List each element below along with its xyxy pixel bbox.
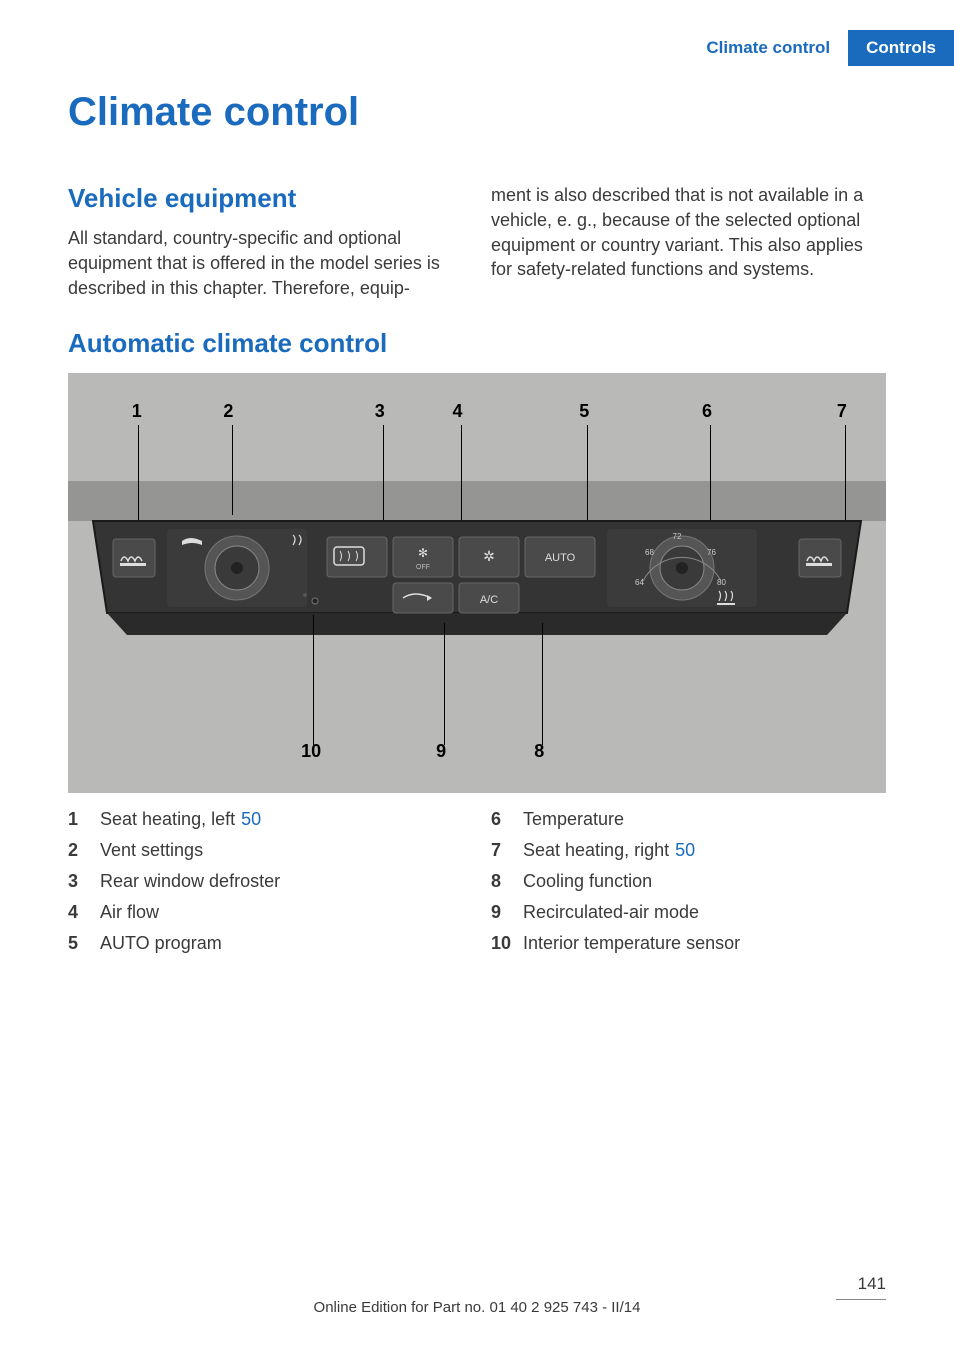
intro-para-2: ment is also described that is not avail… [491, 183, 886, 282]
legend-item-9: 9 Recirculated-air mode [491, 898, 886, 927]
callout-7: 7 [837, 401, 847, 422]
svg-text:68: 68 [645, 548, 654, 557]
svg-text:OFF: OFF [416, 564, 430, 571]
page-ref-link[interactable]: 50 [241, 809, 261, 829]
legend-item-5: 5 AUTO program [68, 929, 463, 958]
callout-3: 3 [375, 401, 385, 422]
page-ref-link[interactable]: 50 [675, 840, 695, 860]
svg-text:A/C: A/C [480, 594, 498, 606]
climate-control-diagram: 1 2 3 4 5 6 7 [68, 373, 886, 793]
legend-label: Seat heating, right50 [523, 836, 886, 865]
legend-item-6: 6 Temperature [491, 805, 886, 834]
legend-label: Cooling function [523, 867, 886, 896]
climate-panel: ✻ OFF ✲ AUTO A/C [86, 503, 868, 653]
header-tabs: Climate control Controls [688, 30, 954, 66]
svg-text:80: 80 [717, 578, 726, 587]
callout-4: 4 [452, 401, 462, 422]
legend-num: 10 [491, 929, 513, 958]
legend-num: 1 [68, 805, 90, 834]
intro-para-1: All standard, country-specific and optio… [68, 226, 463, 300]
callout-9: 9 [436, 741, 446, 762]
legend-num: 5 [68, 929, 90, 958]
callout-5: 5 [579, 401, 589, 422]
two-column-intro: Vehicle equipment All standard, country-… [68, 183, 886, 300]
legend-col-left: 1 Seat heating, left50 2 Vent settings 3… [68, 805, 463, 959]
svg-text:76: 76 [707, 548, 716, 557]
diagram-bottom-labels: 10 9 8 [68, 741, 886, 771]
callout-6: 6 [702, 401, 712, 422]
legend-num: 6 [491, 805, 513, 834]
callout-2: 2 [223, 401, 233, 422]
legend-label: AUTO program [100, 929, 463, 958]
legend-label: Interior temperature sensor [523, 929, 886, 958]
page-title: Climate control [68, 90, 886, 135]
svg-text:✲: ✲ [483, 548, 495, 564]
page: Climate control Controls Climate control… [0, 0, 954, 1354]
footer-text: Online Edition for Part no. 01 40 2 925 … [0, 1299, 954, 1316]
legend-num: 2 [68, 836, 90, 865]
legend-item-1: 1 Seat heating, left50 [68, 805, 463, 834]
legend-item-7: 7 Seat heating, right50 [491, 836, 886, 865]
page-number: 141 [858, 1274, 886, 1294]
legend-num: 8 [491, 867, 513, 896]
legend-num: 3 [68, 867, 90, 896]
section-automatic-climate-heading: Automatic climate control [68, 328, 886, 359]
callout-10: 10 [301, 741, 321, 762]
callout-line [232, 425, 233, 515]
section-automatic-climate: Automatic climate control 1 2 3 4 5 6 7 [68, 328, 886, 959]
legend-label: Rear window defroster [100, 867, 463, 896]
legend-label: Recirculated-air mode [523, 898, 886, 927]
legend-label: Seat heating, left50 [100, 805, 463, 834]
legend-label: Temperature [523, 805, 886, 834]
legend-item-10: 10 Interior temperature sensor [491, 929, 886, 958]
content: Climate control Vehicle equipment All st… [0, 0, 954, 959]
legend-item-8: 8 Cooling function [491, 867, 886, 896]
diagram-top-labels: 1 2 3 4 5 6 7 [68, 401, 886, 431]
section-vehicle-equipment-heading: Vehicle equipment [68, 183, 463, 214]
legend-num: 7 [491, 836, 513, 865]
legend-num: 9 [491, 898, 513, 927]
callout-1: 1 [132, 401, 142, 422]
svg-text:72: 72 [673, 532, 682, 541]
legend-item-2: 2 Vent settings [68, 836, 463, 865]
callout-8: 8 [534, 741, 544, 762]
callout-line [444, 623, 445, 745]
climate-panel-svg: ✻ OFF ✲ AUTO A/C [86, 503, 868, 653]
legend-label: Air flow [100, 898, 463, 927]
breadcrumb-controls: Controls [848, 30, 954, 66]
callout-line [313, 615, 314, 745]
legend-item-4: 4 Air flow [68, 898, 463, 927]
svg-text:✻: ✻ [418, 546, 428, 560]
diagram-legend: 1 Seat heating, left50 2 Vent settings 3… [68, 805, 886, 959]
legend-num: 4 [68, 898, 90, 927]
callout-line [542, 623, 543, 745]
legend-label: Vent settings [100, 836, 463, 865]
svg-text:64: 64 [635, 578, 644, 587]
legend-item-3: 3 Rear window defroster [68, 867, 463, 896]
svg-text:AUTO: AUTO [545, 552, 576, 564]
breadcrumb-climate: Climate control [688, 30, 848, 66]
legend-col-right: 6 Temperature 7 Seat heating, right50 8 … [491, 805, 886, 959]
